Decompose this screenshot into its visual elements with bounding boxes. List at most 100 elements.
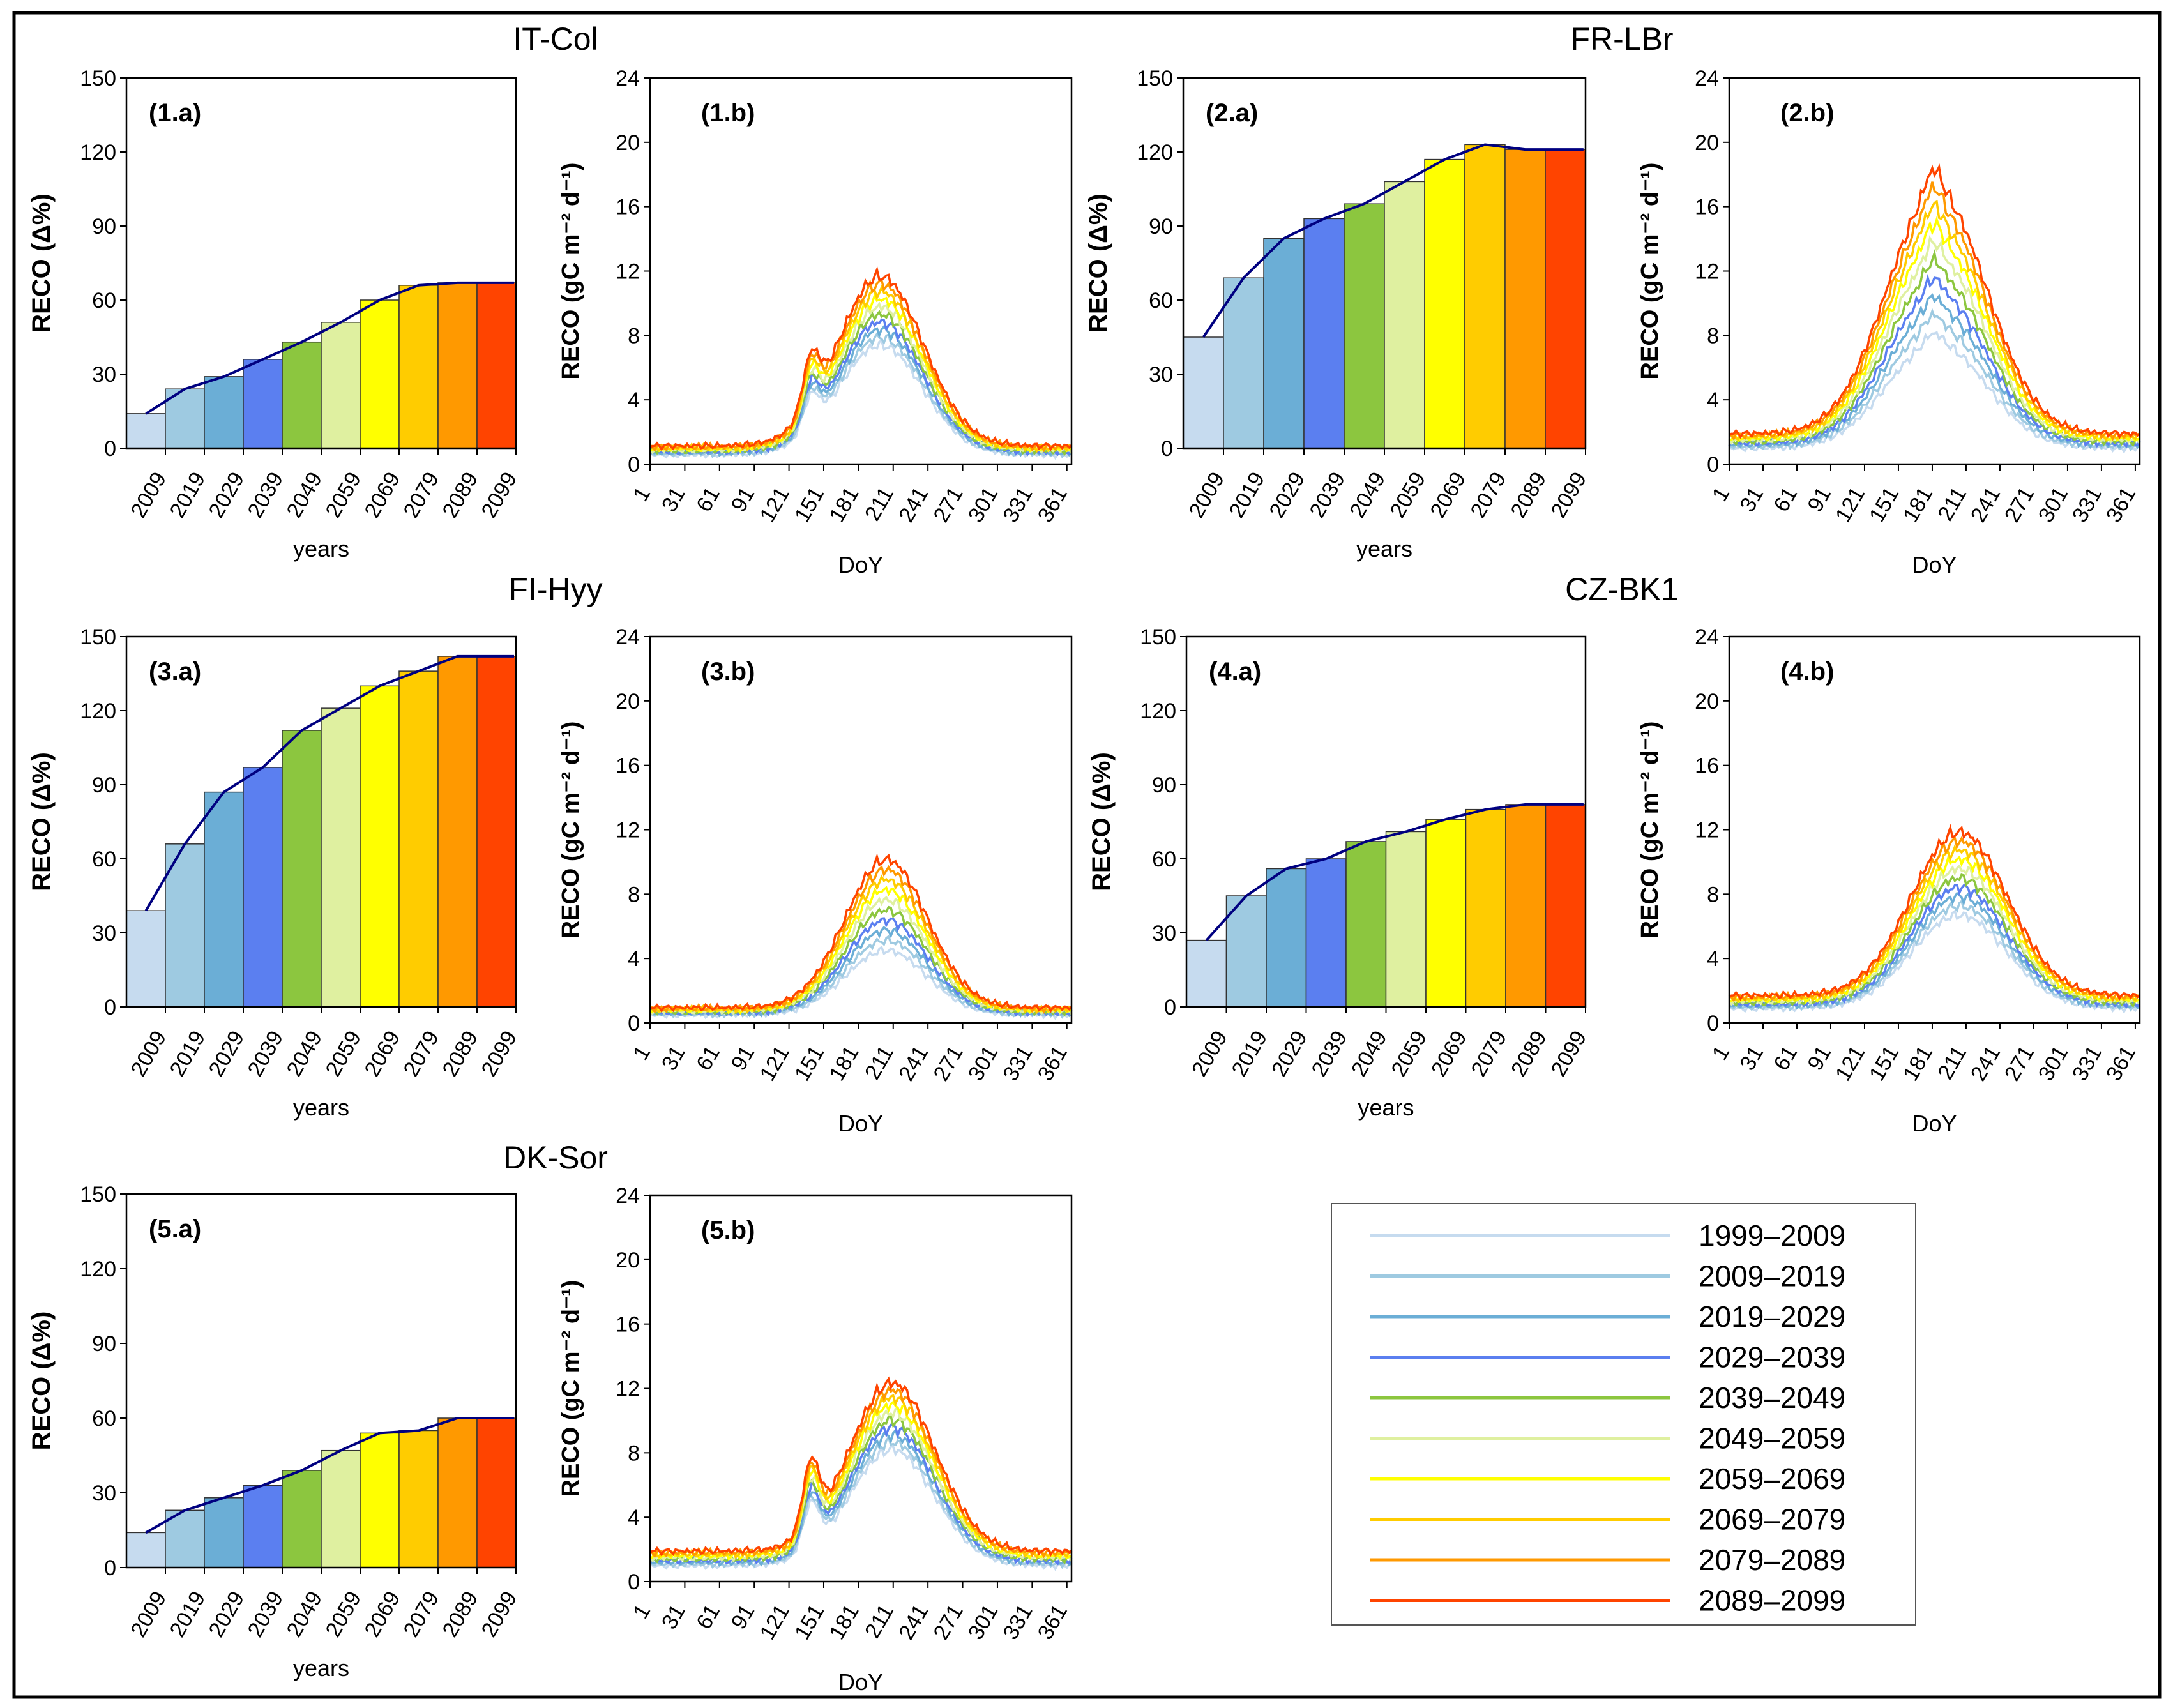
y-tick-label: 90 xyxy=(92,773,116,797)
bar-2069 xyxy=(360,685,400,1008)
x-axis-label: DoY xyxy=(1912,1110,1957,1137)
legend-box xyxy=(1331,1203,1916,1626)
y-tick-label: 24 xyxy=(1695,66,1719,91)
bar-2049 xyxy=(282,1470,322,1568)
legend-label: 2009–2019 xyxy=(1699,1260,1845,1293)
x-axis-label: years xyxy=(293,1655,349,1681)
y-tick-label: 16 xyxy=(616,1313,640,1337)
bar-2009 xyxy=(126,1532,166,1568)
y-tick-label: 12 xyxy=(1695,819,1719,843)
bar-2019 xyxy=(165,843,205,1008)
bar-2069 xyxy=(1425,819,1467,1008)
bar-2039 xyxy=(243,359,283,449)
y-tick-label: 30 xyxy=(92,1481,116,1506)
bar-2049 xyxy=(1344,203,1385,449)
y-tick-label: 20 xyxy=(616,131,640,155)
bar-2059 xyxy=(1385,831,1427,1008)
panel-label: (1.a) xyxy=(149,99,201,127)
series-line-2059–2069 xyxy=(1729,855,2140,1004)
bar-2069 xyxy=(360,299,400,449)
y-tick-label: 150 xyxy=(80,66,116,91)
y-tick-label: 120 xyxy=(80,699,116,723)
bar-2089 xyxy=(437,282,478,449)
trend-line xyxy=(145,1417,514,1534)
y-axis-label: RECO (Δ%) xyxy=(1084,193,1112,333)
series-line-2089–2099 xyxy=(649,266,1073,451)
legend-label: 1999–2009 xyxy=(1699,1219,1845,1252)
y-tick-label: 90 xyxy=(92,1332,116,1356)
panel-label: (3.b) xyxy=(701,658,755,686)
series-line-2089–2099 xyxy=(1728,163,2141,440)
legend-label: 2089–2099 xyxy=(1699,1584,1845,1617)
bar-2009 xyxy=(126,413,166,449)
y-tick-label: 20 xyxy=(1695,131,1719,155)
bar-2029 xyxy=(204,1497,244,1568)
series-line-2009–2019 xyxy=(649,1435,1072,1569)
y-tick-label: 12 xyxy=(616,1377,640,1402)
bar-2099 xyxy=(476,656,517,1008)
bar-2009 xyxy=(1186,939,1227,1008)
y-tick-label: 120 xyxy=(1137,140,1173,165)
series-line-2009–2019 xyxy=(1729,899,2140,1012)
bar-2089 xyxy=(1505,804,1547,1008)
y-tick-label: 20 xyxy=(616,690,640,714)
y-tick-label: 16 xyxy=(1695,195,1719,220)
y-tick-label: 16 xyxy=(616,754,640,778)
y-tick-label: 150 xyxy=(1137,66,1173,91)
x-axis-label: DoY xyxy=(838,1110,883,1137)
y-tick-label: 30 xyxy=(92,921,116,946)
x-axis-label: years xyxy=(1356,536,1412,562)
legend-label: 2019–2029 xyxy=(1699,1300,1845,1333)
x-axis-label: years xyxy=(1358,1094,1414,1121)
site-title: FR-LBr xyxy=(1570,21,1673,57)
bar-2079 xyxy=(398,1430,439,1568)
bar-2059 xyxy=(1384,181,1425,449)
y-tick-label: 0 xyxy=(628,453,640,477)
y-tick-label: 4 xyxy=(628,388,640,412)
bar-2029 xyxy=(1263,238,1305,449)
y-tick-label: 12 xyxy=(1695,260,1719,284)
bar-2009 xyxy=(1183,336,1224,449)
y-tick-label: 150 xyxy=(1140,625,1176,649)
y-axis-label: RECO (gC m⁻² d⁻¹) xyxy=(557,1280,584,1497)
trend-line xyxy=(144,654,514,912)
panel-label: (4.a) xyxy=(1209,658,1261,686)
y-tick-label: 0 xyxy=(1707,1011,1719,1036)
y-tick-label: 0 xyxy=(628,1570,640,1594)
bar-2029 xyxy=(1266,868,1307,1008)
y-tick-label: 60 xyxy=(92,1407,116,1431)
bar-2079 xyxy=(398,285,439,449)
y-axis-label: RECO (gC m⁻² d⁻¹) xyxy=(557,722,584,939)
bar-2019 xyxy=(1223,277,1264,449)
x-axis-label: years xyxy=(293,536,349,562)
series-line-2029–2039 xyxy=(1728,884,2141,1009)
y-tick-label: 8 xyxy=(628,1441,640,1465)
bar-2079 xyxy=(1465,808,1506,1008)
y-tick-label: 20 xyxy=(616,1248,640,1273)
bar-2039 xyxy=(1305,858,1347,1008)
legend-label: 2059–2069 xyxy=(1699,1462,1845,1495)
y-tick-label: 60 xyxy=(92,289,116,313)
y-tick-label: 0 xyxy=(104,1556,116,1580)
bar-2099 xyxy=(476,282,517,449)
panel-label: (4.b) xyxy=(1780,658,1834,686)
y-tick-label: 8 xyxy=(628,882,640,907)
y-tick-label: 4 xyxy=(1707,947,1719,971)
y-tick-label: 60 xyxy=(92,847,116,872)
series-line-2019–2029 xyxy=(649,926,1073,1018)
bar-2009 xyxy=(126,910,166,1008)
panel-label: (1.b) xyxy=(701,99,755,127)
y-tick-label: 150 xyxy=(80,625,116,649)
panel-label: (3.a) xyxy=(149,658,201,686)
bar-2039 xyxy=(243,1485,283,1568)
bar-2089 xyxy=(437,656,478,1008)
y-tick-label: 90 xyxy=(1149,215,1173,239)
series-line-2019–2029 xyxy=(1729,293,2141,450)
bar-2019 xyxy=(165,388,205,449)
y-axis-label: RECO (gC m⁻² d⁻¹) xyxy=(1637,163,1663,380)
panel-label: (5.a) xyxy=(149,1215,201,1243)
series-line-2019–2029 xyxy=(649,1428,1073,1567)
y-tick-label: 24 xyxy=(616,625,640,649)
bar-2049 xyxy=(282,341,322,449)
x-axis-label: DoY xyxy=(838,1669,883,1695)
